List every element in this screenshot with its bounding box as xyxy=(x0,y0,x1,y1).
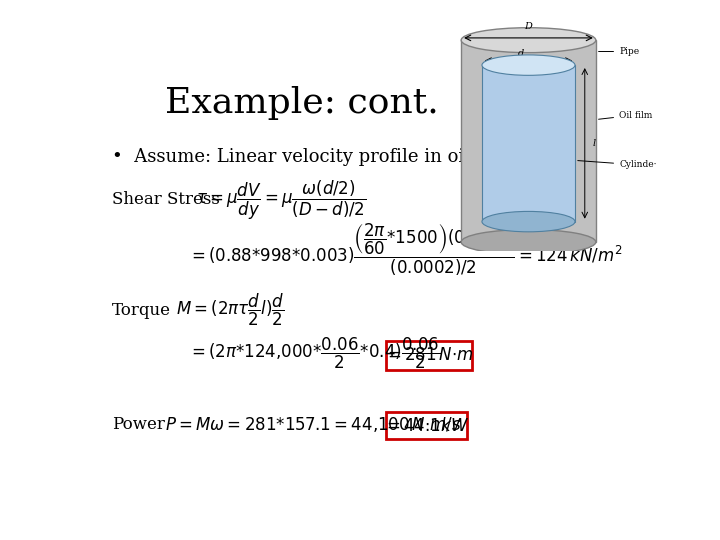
Polygon shape xyxy=(482,65,575,221)
Text: Oil film: Oil film xyxy=(598,111,652,119)
Text: $M = (2\pi\tau\dfrac{d}{2}l)\dfrac{d}{2}$: $M = (2\pi\tau\dfrac{d}{2}l)\dfrac{d}{2}… xyxy=(176,292,284,328)
Ellipse shape xyxy=(462,230,596,254)
Text: •  Assume: Linear velocity profile in oil film: • Assume: Linear velocity profile in oil… xyxy=(112,148,512,166)
Text: $P = M\omega = 281{*}157.1 = 44{,}100\,N{\cdot}m/s$: $P = M\omega = 281{*}157.1 = 44{,}100\,N… xyxy=(166,415,462,434)
Text: Cylinde·: Cylinde· xyxy=(577,160,657,170)
Ellipse shape xyxy=(482,55,575,75)
Text: $= (0.88{*}998{*}0.003)\dfrac{\left(\dfrac{2\pi}{60}{*}1500\right)(0.06/2)}{(0.0: $= (0.88{*}998{*}0.003)\dfrac{\left(\dfr… xyxy=(188,221,622,278)
Text: $= (2\pi{*}124{,}000{*}\dfrac{0.06}{2}{*}0.4)\dfrac{0.06}{2}$: $= (2\pi{*}124{,}000{*}\dfrac{0.06}{2}{*… xyxy=(188,336,440,372)
Text: d: d xyxy=(518,49,524,58)
Ellipse shape xyxy=(462,28,596,52)
Text: $= 44.1kW$: $= 44.1kW$ xyxy=(383,416,469,435)
Text: Torque: Torque xyxy=(112,302,171,319)
Ellipse shape xyxy=(482,211,575,232)
Text: Pipe: Pipe xyxy=(598,47,639,56)
Text: $\tau = \mu\dfrac{dV}{dy} = \mu\dfrac{\omega(d/2)}{(D-d)/2}$: $\tau = \mu\dfrac{dV}{dy} = \mu\dfrac{\o… xyxy=(196,178,366,221)
Text: Power: Power xyxy=(112,416,165,433)
Text: l: l xyxy=(592,139,595,148)
Text: $= 281\,N{\cdot}m$: $= 281\,N{\cdot}m$ xyxy=(384,347,474,364)
Text: D: D xyxy=(525,22,532,31)
Text: Example: cont.: Example: cont. xyxy=(165,85,439,119)
Polygon shape xyxy=(462,40,596,242)
Text: Shear Stress: Shear Stress xyxy=(112,192,220,208)
